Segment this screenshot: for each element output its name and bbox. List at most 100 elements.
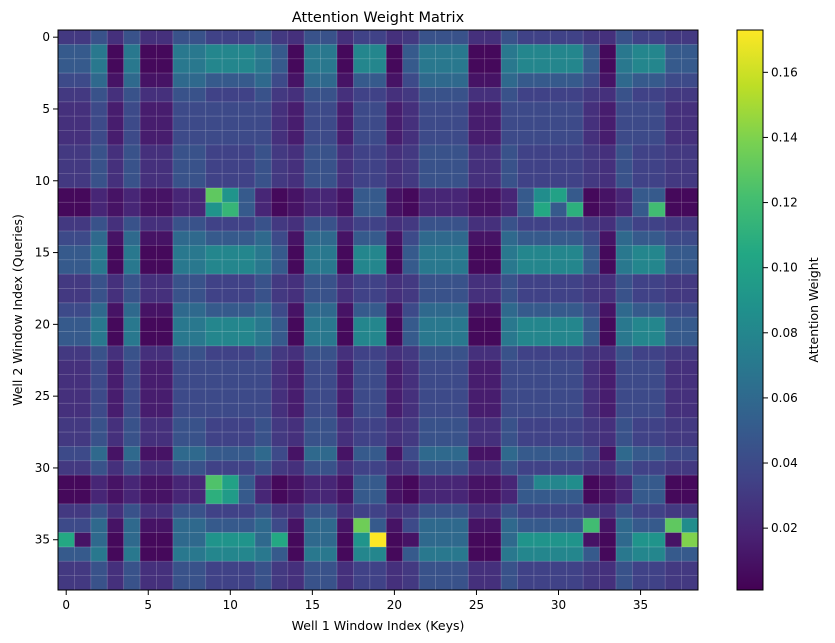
heatmap-cell xyxy=(402,159,420,174)
heatmap-cell xyxy=(369,489,387,505)
heatmap-cell xyxy=(484,360,502,376)
heatmap-cell xyxy=(238,73,256,88)
heatmap-cell xyxy=(550,159,568,174)
heatmap-cell xyxy=(419,403,436,419)
heatmap-cell xyxy=(665,518,682,533)
heatmap-cell xyxy=(353,546,371,562)
heatmap-cell xyxy=(74,432,92,447)
heatmap-cell xyxy=(58,116,75,131)
heatmap-cell xyxy=(566,374,584,390)
heatmap-cell xyxy=(681,561,699,577)
heatmap-cell xyxy=(205,216,223,232)
heatmap-cell xyxy=(271,561,289,577)
heatmap-cell xyxy=(583,144,600,160)
heatmap-cell xyxy=(599,44,617,60)
heatmap-cell xyxy=(222,173,239,189)
heatmap-cell xyxy=(632,101,650,117)
heatmap-cell xyxy=(583,460,600,476)
heatmap-cell xyxy=(336,532,354,548)
heatmap-cell xyxy=(484,44,502,60)
heatmap-cell xyxy=(632,231,650,246)
heatmap-cell xyxy=(599,216,617,232)
heatmap-cell xyxy=(238,503,256,519)
heatmap-cell xyxy=(123,159,141,174)
heatmap-cell xyxy=(254,245,272,261)
heatmap-cell xyxy=(205,73,223,88)
heatmap-cell xyxy=(254,345,272,361)
heatmap-cell xyxy=(451,518,469,533)
heatmap-cell xyxy=(222,417,239,433)
heatmap-cell xyxy=(435,30,453,45)
heatmap-cell xyxy=(615,173,633,189)
heatmap-cell xyxy=(533,489,551,505)
heatmap-cell xyxy=(320,518,338,533)
heatmap-cell xyxy=(583,518,600,533)
heatmap-cell xyxy=(501,245,518,261)
heatmap-cell xyxy=(583,130,600,146)
heatmap-cell xyxy=(238,331,256,347)
heatmap-cell xyxy=(615,30,633,45)
heatmap-cell xyxy=(665,503,682,519)
heatmap-cell xyxy=(468,216,486,232)
heatmap-cell xyxy=(189,388,207,404)
heatmap-cell xyxy=(58,532,75,548)
heatmap-cell xyxy=(665,44,682,60)
y-tick-label: 25 xyxy=(35,389,50,403)
heatmap-cell xyxy=(665,202,682,218)
heatmap-cell xyxy=(566,202,584,218)
heatmap-cell xyxy=(648,159,666,174)
heatmap-cell xyxy=(599,288,617,304)
heatmap-cell xyxy=(172,30,190,45)
heatmap-cell xyxy=(484,417,502,433)
heatmap-cell xyxy=(583,44,600,60)
heatmap-cell xyxy=(517,331,535,347)
heatmap-cell xyxy=(353,360,371,376)
heatmap-cell xyxy=(419,245,436,261)
heatmap-cell xyxy=(566,345,584,361)
heatmap-cell xyxy=(615,87,633,103)
heatmap-cell xyxy=(140,159,157,174)
heatmap-cell xyxy=(681,489,699,505)
heatmap-cell xyxy=(287,216,305,232)
heatmap-cell xyxy=(140,259,157,275)
heatmap-cell xyxy=(222,259,239,275)
heatmap-cell xyxy=(287,345,305,361)
heatmap-cell xyxy=(222,374,239,390)
heatmap-cell xyxy=(287,546,305,562)
heatmap-cell xyxy=(58,518,75,533)
heatmap-cell xyxy=(271,317,289,332)
heatmap-cell xyxy=(74,44,92,60)
heatmap-cell xyxy=(336,87,354,103)
heatmap-cell xyxy=(435,159,453,174)
heatmap-cell xyxy=(353,532,371,548)
heatmap-cell xyxy=(90,274,108,289)
heatmap-cell xyxy=(320,216,338,232)
heatmap-cell xyxy=(222,331,239,347)
y-tick-label: 30 xyxy=(35,461,50,475)
heatmap-cell xyxy=(517,159,535,174)
heatmap-cell xyxy=(189,460,207,476)
heatmap-cell xyxy=(648,518,666,533)
heatmap-cell xyxy=(336,44,354,60)
heatmap-cell xyxy=(90,460,108,476)
heatmap-cell xyxy=(566,446,584,462)
heatmap-cell xyxy=(517,58,535,74)
heatmap-cell xyxy=(304,503,321,519)
heatmap-cell xyxy=(336,575,354,591)
heatmap-cell xyxy=(140,144,157,160)
heatmap-cell xyxy=(90,475,108,490)
heatmap-cell xyxy=(90,130,108,146)
heatmap-cell xyxy=(74,274,92,289)
heatmap-cell xyxy=(156,417,174,433)
heatmap-cell xyxy=(386,432,404,447)
heatmap-cell xyxy=(90,561,108,577)
heatmap-cell xyxy=(254,187,272,203)
heatmap-cell xyxy=(336,417,354,433)
heatmap-cell xyxy=(172,360,190,376)
heatmap-cell xyxy=(304,274,321,289)
heatmap-cell xyxy=(320,101,338,117)
heatmap-cell xyxy=(353,259,371,275)
heatmap-cell xyxy=(156,374,174,390)
heatmap-cell xyxy=(74,144,92,160)
heatmap-cell xyxy=(632,317,650,332)
